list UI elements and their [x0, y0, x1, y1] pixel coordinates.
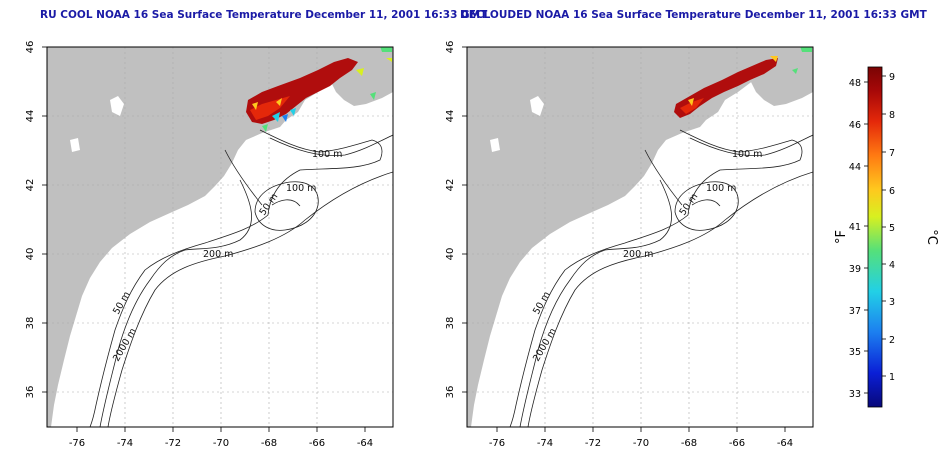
celsius-tick-label: 1: [889, 372, 895, 383]
celsius-tick-label: 8: [889, 110, 895, 121]
celsius-tick-label: 6: [889, 186, 895, 197]
panel-right-title: DECLOUDED NOAA 16 Sea Surface Temperatur…: [460, 9, 927, 21]
bathymetry-contours: [89, 129, 393, 427]
lon-tick-label: -72: [585, 438, 601, 449]
lat-tick-label: 36: [445, 386, 456, 399]
lat-tick-label: 36: [25, 386, 36, 399]
lat-tick-label: 46: [445, 41, 456, 54]
colorbar-ramp: [867, 66, 883, 408]
lat-tick-label: 38: [445, 317, 456, 330]
lon-tick-label: -72: [165, 438, 181, 449]
contour-label: 100 m: [706, 183, 736, 194]
lat-tick-label: 44: [25, 110, 36, 123]
axis-ticks: [42, 46, 366, 432]
fahrenheit-tick-label: 35: [849, 347, 861, 358]
celsius-tick-label: 2: [889, 335, 895, 346]
contour-label: 200 m: [203, 249, 233, 260]
lon-tick-label: -74: [117, 438, 133, 449]
map-frame: [466, 46, 814, 428]
celsius-tick-label: 9: [889, 72, 895, 83]
map-frame: [46, 46, 394, 428]
land-mass: [467, 47, 813, 427]
panel-left-title: RU COOL NOAA 16 Sea Surface Temperature …: [40, 9, 488, 21]
celsius-axis-label: °C: [924, 229, 939, 245]
fahrenheit-tick-label: 33: [849, 389, 861, 400]
panel-left-map: 100 m 100 m 50 m 200 m 50 m 2000 m -76 -…: [25, 41, 394, 449]
celsius-tick-label: 3: [889, 297, 895, 308]
lon-tick-label: -70: [633, 438, 649, 449]
celsius-tick-label: 5: [889, 223, 895, 234]
fahrenheit-tick-label: 39: [849, 264, 861, 275]
lon-tick-label: -68: [261, 438, 277, 449]
map-gridlines: [467, 47, 813, 427]
fahrenheit-tick-label: 48: [849, 78, 861, 89]
lon-tick-label: -64: [777, 438, 793, 449]
colorbar: 48 46 44 41 39 37 35 33 9 8 7 6 5 4 3 2 …: [834, 66, 939, 408]
lat-tick-label: 40: [445, 248, 456, 261]
fahrenheit-tick-label: 41: [849, 222, 861, 233]
contour-label: 200 m: [623, 249, 653, 260]
lon-tick-label: -70: [213, 438, 229, 449]
map-gridlines: [47, 47, 393, 427]
lat-tick-label: 40: [25, 248, 36, 261]
lon-tick-label: -64: [357, 438, 373, 449]
sst-warm-patch: [674, 47, 812, 118]
lat-tick-label: 38: [25, 317, 36, 330]
lat-tick-label: 46: [25, 41, 36, 54]
contour-label: 100 m: [286, 183, 316, 194]
bathymetry-contours: [509, 129, 813, 427]
fahrenheit-tick-label: 44: [849, 162, 861, 173]
panel-right-map: 100 m 100 m 50 m 200 m 50 m 2000 m -76 -…: [445, 41, 814, 449]
land-mass: [47, 47, 393, 427]
sst-warm-patch: [246, 47, 392, 132]
fahrenheit-axis-label: °F: [834, 230, 849, 244]
contour-label: 100 m: [312, 149, 342, 160]
lon-tick-label: -76: [69, 438, 85, 449]
celsius-tick-label: 4: [889, 260, 895, 271]
celsius-tick-label: 7: [889, 148, 895, 159]
axis-ticks: [462, 46, 786, 432]
lat-tick-label: 42: [25, 179, 36, 192]
contour-label: 100 m: [732, 149, 762, 160]
lon-tick-label: -74: [537, 438, 553, 449]
lon-tick-label: -66: [729, 438, 745, 449]
fahrenheit-tick-label: 46: [849, 120, 861, 131]
lon-tick-label: -66: [309, 438, 325, 449]
fahrenheit-tick-label: 37: [849, 306, 861, 317]
lon-tick-label: -68: [681, 438, 697, 449]
lat-tick-label: 42: [445, 179, 456, 192]
lat-tick-label: 44: [445, 110, 456, 123]
lon-tick-label: -76: [489, 438, 505, 449]
